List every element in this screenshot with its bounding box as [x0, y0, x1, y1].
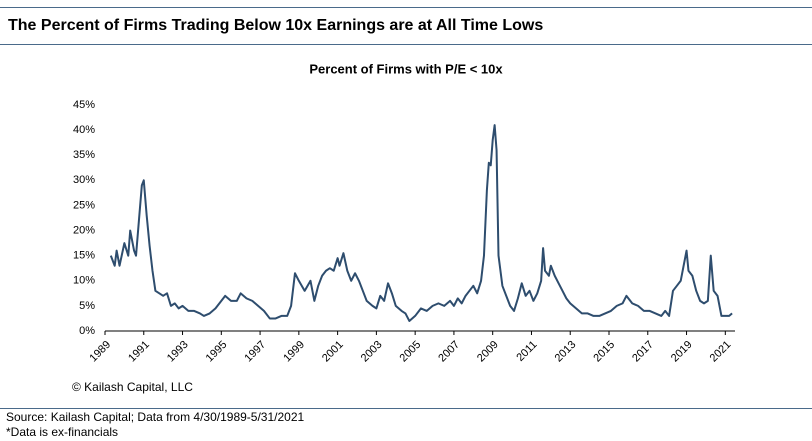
y-tick-label: 45% — [73, 99, 95, 111]
x-tick-label: 2003 — [359, 339, 385, 365]
y-tick-label: 0% — [79, 325, 95, 337]
rule — [0, 408, 812, 409]
x-tick-label: 2007 — [436, 339, 462, 365]
x-tick-label: 2001 — [320, 339, 346, 365]
x-tick-label: 1989 — [87, 339, 113, 365]
chart: Percent of Firms with P/E < 10x © Kailas… — [72, 61, 735, 394]
annotation: © Kailash Capital, LLC — [72, 380, 193, 394]
y-tick-label: 5% — [79, 300, 95, 312]
x-tick-label: 1991 — [126, 339, 152, 365]
x-tick-label: 2011 — [514, 339, 539, 364]
x-tick-label: 1993 — [165, 339, 191, 365]
x-tick-label: 1997 — [242, 339, 268, 365]
source: Source: Kailash Capital; Data from 4/30/… — [6, 410, 305, 424]
chart-title: Percent of Firms with P/E < 10x — [309, 61, 503, 76]
x-tick-label: 1995 — [204, 339, 230, 365]
page-title: The Percent of Firms Trading Below 10x E… — [8, 17, 544, 34]
x-tick-label: 1999 — [281, 339, 307, 365]
x-tick-label: 2019 — [669, 339, 695, 365]
note: *Data is ex-financials — [6, 425, 119, 439]
y-tick-label: 20% — [73, 224, 95, 236]
y-tick-label: 10% — [73, 275, 95, 287]
x-tick-label: 2009 — [475, 339, 501, 365]
y-tick-label: 30% — [73, 174, 95, 186]
y-tick-label: 25% — [73, 199, 95, 211]
rule — [0, 7, 812, 8]
y-tick-label: 40% — [73, 124, 95, 136]
x-tick-label: 2005 — [398, 339, 424, 365]
x-tick-label: 2017 — [630, 339, 656, 365]
y-tick-label: 15% — [73, 250, 95, 262]
y-tick-label: 35% — [73, 149, 95, 161]
x-tick-label: 2021 — [708, 339, 734, 365]
x-tick-label: 2015 — [591, 339, 617, 365]
rule — [0, 44, 812, 45]
data-line — [109, 124, 733, 322]
x-tick-label: 2013 — [553, 339, 579, 365]
